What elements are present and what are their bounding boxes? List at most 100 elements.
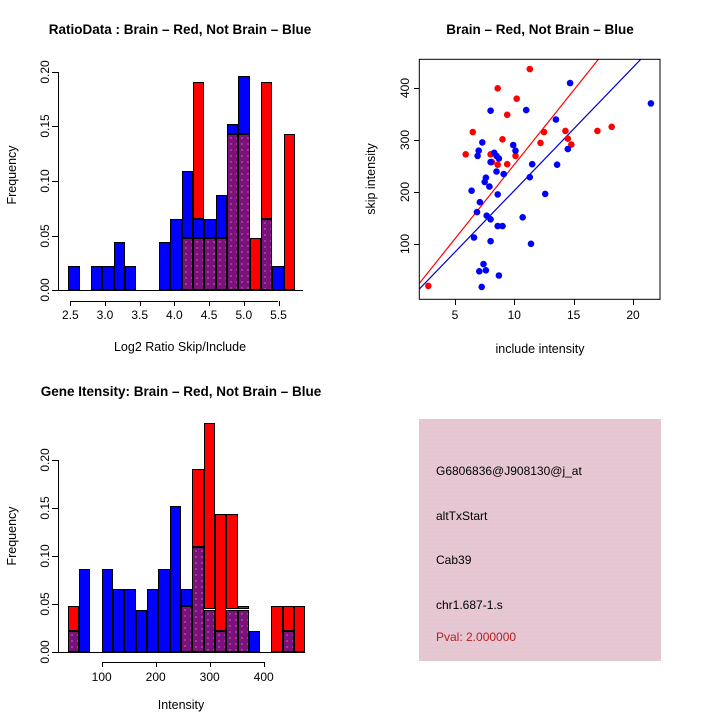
histogram-bar-segment bbox=[283, 133, 295, 291]
scatter-point-not_brain bbox=[500, 170, 507, 178]
scatter-panel: Brain – Red, Not Brain – Blue include in… bbox=[360, 0, 720, 360]
ratio-histogram-panel: RatioData : Brain – Red, Not Brain – Blu… bbox=[0, 0, 360, 360]
x-tick bbox=[278, 300, 280, 306]
scatter-xlabel: include intensity bbox=[495, 342, 585, 356]
x-tick-label: 100 bbox=[91, 670, 112, 684]
histogram-bar-segment bbox=[169, 505, 181, 652]
scatter-point-not_brain bbox=[528, 160, 536, 168]
histogram-bar-segment bbox=[181, 605, 193, 652]
x-tick-label: 5.5 bbox=[270, 308, 287, 322]
histogram-bar-segment bbox=[124, 266, 137, 291]
x-tick bbox=[105, 300, 106, 306]
y-tick bbox=[52, 71, 58, 73]
scatter-point-not_brain bbox=[476, 268, 483, 275]
x-tick-label: 200 bbox=[145, 670, 166, 684]
x-tick bbox=[633, 299, 634, 305]
x-tick bbox=[455, 299, 456, 305]
histogram-bar-segment bbox=[272, 266, 284, 291]
histogram-bar-segment bbox=[282, 630, 294, 652]
scatter-point-brain bbox=[537, 139, 544, 147]
gene-histogram-xlabel: Intensity bbox=[157, 698, 205, 712]
y-tick bbox=[413, 140, 420, 142]
histogram-bar-segment bbox=[181, 589, 193, 606]
x-tick bbox=[243, 300, 245, 306]
histogram-bar-segment bbox=[192, 219, 205, 238]
x-tick bbox=[209, 661, 211, 667]
scatter-point-not_brain bbox=[494, 191, 501, 198]
scatter-point-not_brain bbox=[487, 107, 494, 114]
histogram-bar-segment bbox=[181, 237, 193, 291]
y-tick bbox=[52, 235, 58, 237]
scatter-point-not_brain bbox=[480, 260, 487, 268]
x-tick-label: 10 bbox=[507, 308, 521, 322]
x-tick bbox=[209, 300, 211, 306]
regression-line-brain_fit bbox=[419, 59, 600, 284]
x-tick bbox=[139, 300, 141, 306]
x-tick bbox=[155, 661, 157, 667]
x-tick-label: 5.0 bbox=[235, 308, 253, 322]
info-panel: G6806836@J908130@j_at altTxStart Cab39 c… bbox=[360, 360, 720, 720]
gene-histogram-title: Gene Itensity: Brain – Red, Not Brain – … bbox=[40, 384, 322, 399]
histogram-bar-segment bbox=[113, 242, 125, 291]
y-tick bbox=[413, 244, 420, 246]
scatter-title: Brain – Red, Not Brain – Blue bbox=[446, 22, 634, 37]
gene-name-text: Cab39 bbox=[436, 553, 472, 567]
y-tick bbox=[413, 88, 420, 90]
x-tick-label: 3.0 bbox=[96, 308, 114, 322]
histogram-bar-segment bbox=[238, 133, 250, 291]
scatter-point-brain bbox=[564, 135, 572, 142]
y-tick bbox=[52, 459, 58, 461]
y-tick-label: 0.00 bbox=[38, 640, 52, 664]
scatter-point-not_brain bbox=[527, 240, 535, 248]
x-tick bbox=[101, 661, 103, 667]
scatter-point-not_brain bbox=[564, 145, 572, 153]
y-tick bbox=[52, 126, 58, 128]
histogram-bar-segment bbox=[170, 219, 182, 291]
scatter-point-brain bbox=[594, 127, 601, 135]
scatter-point-not_brain bbox=[470, 234, 478, 241]
histogram-bar-segment bbox=[101, 569, 113, 652]
histogram-bar-segment bbox=[237, 609, 250, 652]
histogram-bar-segment bbox=[226, 124, 239, 134]
y-tick bbox=[52, 290, 58, 292]
scatter-point-not_brain bbox=[494, 222, 501, 230]
x-tick bbox=[514, 299, 516, 305]
x-tick bbox=[573, 299, 575, 305]
x-tick bbox=[70, 300, 72, 306]
scatter-point-brain bbox=[494, 85, 501, 92]
scatter-point-brain bbox=[425, 282, 432, 290]
histogram-baseline bbox=[58, 290, 303, 292]
histogram-bar-segment bbox=[204, 219, 216, 238]
histogram-bar-segment bbox=[113, 589, 125, 652]
histogram-bar-segment bbox=[226, 133, 239, 291]
y-tick-label: 0.00 bbox=[38, 278, 52, 302]
scatter-point-not_brain bbox=[468, 187, 475, 194]
scatter-point-brain bbox=[499, 136, 506, 143]
histogram-bar-segment bbox=[215, 237, 227, 291]
gene-histogram-panel: Gene Itensity: Brain – Red, Not Brain – … bbox=[0, 360, 360, 720]
scatter-point-not_brain bbox=[526, 173, 534, 181]
histogram-bar-segment bbox=[67, 605, 79, 631]
pval-text: Pval: 2.000000 bbox=[436, 630, 517, 644]
histogram-bar-segment bbox=[158, 242, 171, 291]
y-axis-line bbox=[57, 459, 59, 653]
histogram-bar-segment bbox=[192, 82, 205, 220]
histogram-bar-segment bbox=[79, 569, 91, 652]
scatter-point-brain bbox=[513, 95, 520, 102]
histogram-bar-segment bbox=[203, 609, 216, 652]
scatter-point-not_brain bbox=[541, 190, 549, 198]
y-tick-label: 400 bbox=[398, 78, 412, 99]
y-tick bbox=[52, 555, 58, 557]
histogram-bar-segment bbox=[67, 630, 79, 652]
scatter-point-not_brain bbox=[519, 214, 526, 221]
histogram-bar-segment bbox=[249, 630, 261, 652]
y-tick-label: 0.10 bbox=[38, 169, 52, 193]
histogram-bar-segment bbox=[102, 266, 114, 291]
scatter-point-not_brain bbox=[509, 141, 517, 149]
y-tick-label: 0.20 bbox=[38, 59, 52, 84]
x-tick-label: 20 bbox=[626, 308, 640, 322]
histogram-bar-segment bbox=[238, 75, 250, 134]
scatter-point-brain bbox=[503, 160, 511, 168]
histogram-bar-segment bbox=[181, 171, 193, 238]
